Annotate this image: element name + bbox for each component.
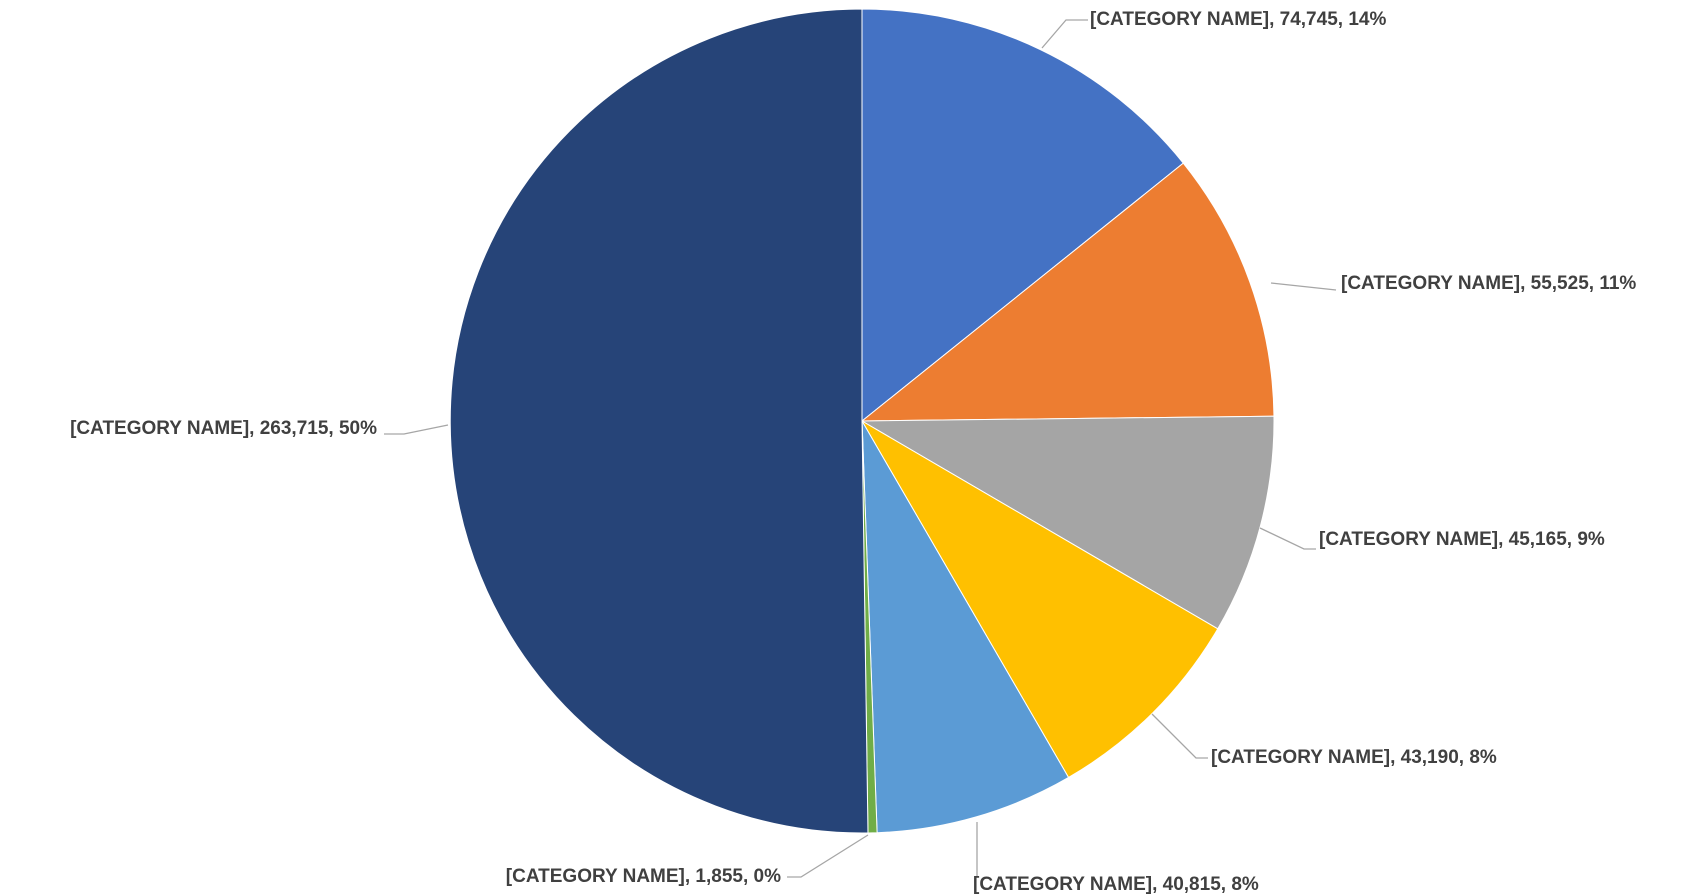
pie-slice-7 xyxy=(449,8,869,834)
data-label-4: [CATEGORY NAME], 43,190, 8% xyxy=(1211,747,1497,768)
pie-slice-4 xyxy=(860,419,1219,779)
leader-line-1 xyxy=(1041,19,1088,49)
leader-line-3 xyxy=(1259,527,1316,550)
data-label-5: [CATEGORY NAME], 40,815, 8% xyxy=(973,874,1259,894)
leader-line-4 xyxy=(1151,713,1208,759)
data-label-7: [CATEGORY NAME], 263,715, 50% xyxy=(70,418,377,439)
pie-slices xyxy=(449,8,1275,834)
pie-slice-1 xyxy=(861,8,1185,423)
pie-slice-3 xyxy=(860,415,1275,630)
leader-line-2 xyxy=(1270,282,1337,291)
data-label-3: [CATEGORY NAME], 45,165, 9% xyxy=(1319,529,1605,550)
data-label-1: [CATEGORY NAME], 74,745, 14% xyxy=(1090,9,1386,30)
pie-slice-2 xyxy=(860,162,1275,422)
leader-lines xyxy=(384,19,1337,878)
data-label-2: [CATEGORY NAME], 55,525, 11% xyxy=(1341,273,1636,294)
data-label-6: [CATEGORY NAME], 1,855, 0% xyxy=(506,866,781,887)
data-labels: [CATEGORY NAME], 74,745, 14% [CATEGORY NA… xyxy=(70,9,1636,894)
leader-line-6 xyxy=(787,834,869,878)
pie-slice-5 xyxy=(861,420,1070,834)
leader-line-7 xyxy=(384,424,449,435)
